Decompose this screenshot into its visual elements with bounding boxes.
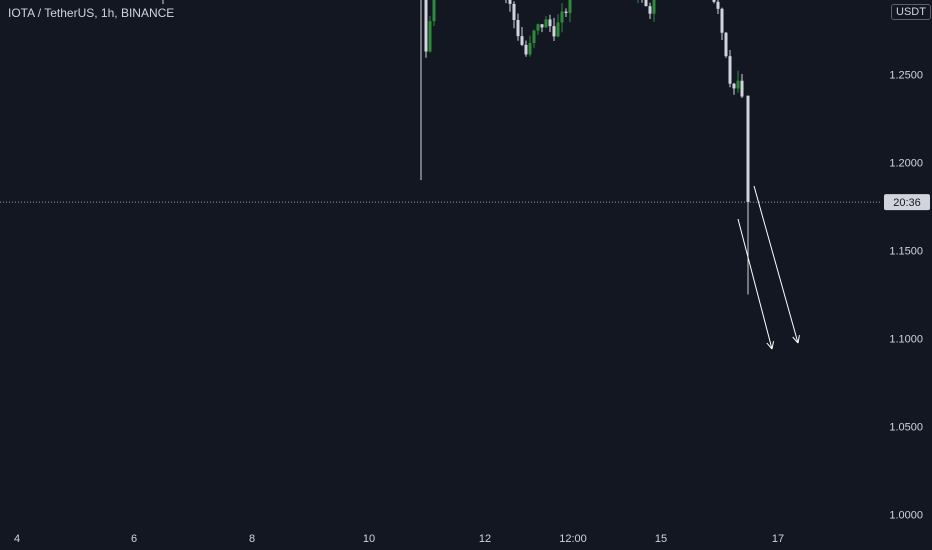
annotation-arrow-head (792, 336, 799, 344)
x-tick-label: 8 (249, 533, 255, 545)
annotation-arrow (753, 185, 799, 344)
candle-body (508, 0, 512, 4)
candle-body (552, 26, 556, 37)
y-tick-label: 1.0000 (889, 510, 923, 522)
x-tick-label: 6 (131, 533, 137, 545)
candle-body (728, 56, 732, 84)
candle-body (716, 1, 720, 9)
y-tick-label: 1.1000 (889, 334, 923, 346)
annotation-arrow-head (771, 341, 775, 350)
candle-body (648, 6, 652, 14)
x-tick-label: 12:00 (559, 533, 587, 545)
x-tick-label: 12 (479, 533, 491, 545)
candle-body (428, 21, 432, 52)
candle-body (740, 80, 744, 97)
y-tick-label: 1.2500 (889, 70, 923, 82)
annotation-arrow-head (766, 342, 773, 350)
candle-body (524, 44, 528, 55)
candle-body (568, 0, 572, 13)
candle-body (556, 22, 560, 37)
candle-body (720, 8, 724, 33)
candle-body (532, 30, 536, 44)
currency-label[interactable]: USDT (891, 4, 931, 20)
candle-body (712, 0, 716, 2)
countdown-badge (884, 194, 930, 211)
x-tick-label: 4 (14, 533, 20, 545)
candle-body (528, 43, 532, 55)
x-tick-label: 17 (772, 533, 784, 545)
candle-body (516, 19, 520, 37)
x-tick-label: 15 (655, 533, 667, 545)
annotation-arrow-head (797, 335, 800, 344)
chart-title: IOTA / TetherUS, 1h, BINANCE (8, 6, 175, 20)
candle-body (644, 0, 648, 7)
candle-body (432, 0, 436, 22)
candle-body (548, 19, 552, 27)
x-tick-label: 10 (363, 533, 375, 545)
candle-body (544, 19, 548, 28)
candle-body (724, 32, 728, 57)
candle-body (520, 36, 524, 45)
candle-body (736, 80, 740, 89)
countdown-label: 20:36 (893, 197, 921, 209)
candle-body (652, 0, 656, 14)
y-tick-label: 1.2000 (889, 158, 923, 170)
y-tick-label: 1.1500 (889, 246, 923, 258)
last-candle-body (746, 95, 750, 203)
candle-body (536, 24, 540, 31)
candle-body (732, 83, 736, 89)
candle-body (512, 3, 516, 20)
y-tick-label: 1.0500 (889, 422, 923, 434)
candle-body (540, 24, 544, 28)
candle-body (560, 11, 564, 23)
candle-body (424, 0, 428, 52)
candle-body (564, 11, 568, 13)
annotation-arrow (737, 218, 773, 350)
